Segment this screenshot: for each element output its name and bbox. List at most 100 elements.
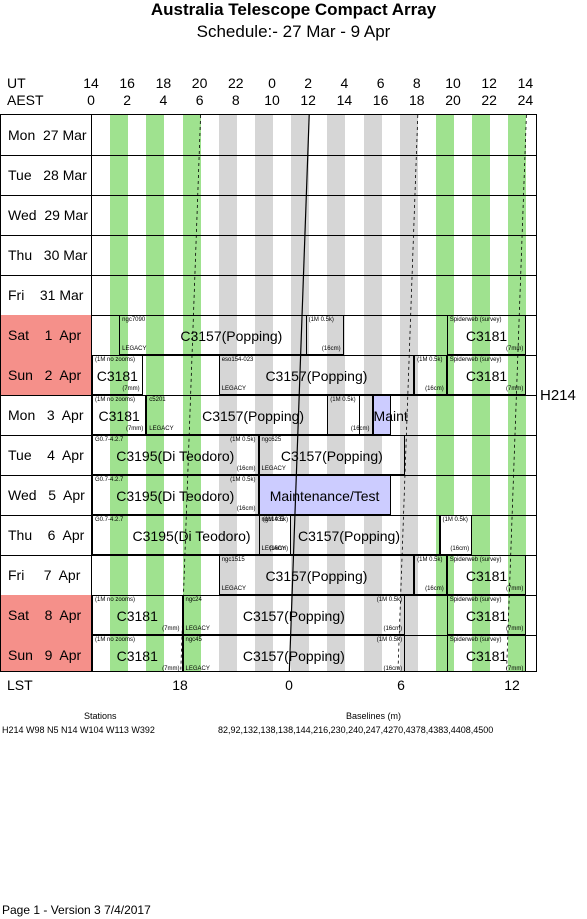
day-label: Sun 9 Apr xyxy=(1,635,91,671)
day-label: Wed 29 Mar xyxy=(8,207,88,223)
page-title: Australia Telescope Compact Array xyxy=(150,0,437,19)
block-source: eso154-023 xyxy=(221,357,254,363)
day-label: Wed 5 Apr xyxy=(8,487,85,503)
block-note: LEGACY xyxy=(185,666,210,672)
page-subtitle: Schedule:- 27 Mar - 9 Apr xyxy=(196,22,391,41)
block-source: Spiderweb (survey) xyxy=(449,357,502,363)
day-label: Fri 31 Mar xyxy=(8,287,84,303)
block-band: (7mm) xyxy=(125,426,144,432)
aest-tick: 4 xyxy=(159,92,168,108)
block-project: C3181 xyxy=(465,608,508,624)
block-source: G0.7-4.2.7 xyxy=(95,517,124,523)
lst-lines xyxy=(180,115,527,671)
lst-tick: 18 xyxy=(172,677,188,693)
aest-tick: 8 xyxy=(231,92,240,108)
schedule-block: G0.7-4.2.7 (1M 0.5k) (16cm) C3195(Di Teodor… xyxy=(92,475,259,515)
block-source: (1M 0.5k) xyxy=(330,397,356,403)
daylight-band xyxy=(218,115,237,671)
block-project: C3195(Di Teodoro) xyxy=(132,528,251,544)
day-label: Sat 1 Apr xyxy=(1,315,91,355)
schedule-block: (1M no zooms) (7mm) C3181 xyxy=(92,395,147,435)
ut-tick: 20 xyxy=(191,75,208,91)
ut-tick: 6 xyxy=(376,75,385,91)
schedule-block: (1M 0.5k) (16cm) xyxy=(414,555,447,595)
block-config: (1M 0.5k) xyxy=(376,597,403,603)
schedule-block: (1M no zooms) (7mm) C3181 xyxy=(92,595,183,635)
block-band: (16cm) xyxy=(450,546,470,552)
row-separator xyxy=(1,155,536,156)
block-note: LEGACY xyxy=(261,546,286,552)
block-band: (7mm) xyxy=(506,346,524,352)
block-config: (1M 0.5k) xyxy=(376,637,403,643)
day-label: Fri 7 Apr xyxy=(8,567,81,583)
schedule-grid: Mon 27 Mar Tue 28 Mar Wed 29 Mar Thu 30 Mar… xyxy=(0,114,537,672)
daylight-band xyxy=(327,115,346,671)
row-separator xyxy=(1,195,536,196)
ut-tick: 18 xyxy=(155,75,172,91)
lst-tick: 0 xyxy=(285,677,293,693)
block-band: (7mm) xyxy=(162,626,180,632)
block-project: C3181 xyxy=(116,608,158,624)
block-band: (16cm) xyxy=(350,426,370,432)
block-project: C3181 xyxy=(465,568,508,584)
block-source: ngc1433 xyxy=(261,517,285,523)
block-band: (16cm) xyxy=(321,346,341,352)
block-band: (16cm) xyxy=(383,626,403,632)
ut-tick: 22 xyxy=(228,75,244,91)
block-project: C3157(Popping) xyxy=(242,648,345,664)
schedule-block: Spiderweb (survey) (7mm) C3181 xyxy=(446,355,527,395)
aest-tick: 20 xyxy=(445,92,461,108)
block-source: ngc7090 xyxy=(122,317,146,323)
block-source: G0.7-4.2.7 xyxy=(95,477,124,483)
block-source: (1M no zooms) xyxy=(95,597,136,603)
schedule-block: (1M no zooms) (7mm) C3181 xyxy=(92,355,143,395)
block-source: c5201 xyxy=(149,397,166,403)
block-note: LEGACY xyxy=(221,586,247,592)
schedule-block: ngc1515 LEGACY C3157(Popping) xyxy=(218,555,415,595)
lst-18-line xyxy=(180,115,201,671)
block-project: C3181 xyxy=(96,368,138,384)
schedule-block: c5201 LEGACY C3157(Popping) xyxy=(146,395,360,435)
day-label: Mon 3 Apr xyxy=(8,407,84,423)
lst-0-line xyxy=(288,115,310,671)
day-label: Sat 8 Apr xyxy=(1,595,91,635)
baselines-value: 82,92,132,138,138,144,216,230,240,247,42… xyxy=(218,725,494,735)
aest-tick: 18 xyxy=(409,92,425,108)
ut-tick: 14 xyxy=(517,75,534,91)
ut-tick: 10 xyxy=(445,75,461,91)
ut-tick: 14 xyxy=(83,75,99,91)
day-label: Thu 30 Mar xyxy=(8,247,88,263)
day-label: Tue 4 Apr xyxy=(8,447,84,463)
footer-version: Page 1 - Version 3 7/4/2017 xyxy=(2,903,151,917)
block-band: (16cm) xyxy=(425,386,444,392)
ut-tick: 16 xyxy=(119,75,135,91)
day-label: Thu 6 Apr xyxy=(8,527,85,543)
block-band: (7mm) xyxy=(506,386,524,392)
block-source: (1M no zooms) xyxy=(95,397,136,403)
twilight-band xyxy=(472,115,491,671)
lst-12-line xyxy=(506,115,527,671)
baselines-heading: Baselines (m) xyxy=(346,711,402,721)
lst-6-line xyxy=(397,115,419,671)
twilight-band xyxy=(110,115,129,671)
block-band: (7mm) xyxy=(506,666,524,672)
day-label: Tue 28 Mar xyxy=(8,167,87,183)
block-band: (7mm) xyxy=(506,626,524,632)
lst-tick: 12 xyxy=(504,677,520,693)
twilight-band xyxy=(146,115,165,671)
lst-axis-label: LST xyxy=(7,677,33,693)
block-project: C3181 xyxy=(98,408,140,424)
daylight-band xyxy=(399,115,418,671)
block-project: C3181 xyxy=(116,648,158,664)
block-source: (1M no zooms) xyxy=(95,637,136,643)
stations-heading: Stations xyxy=(84,711,117,721)
schedule-block: ngc1433 LEGACY C3157(Popping) xyxy=(258,515,440,555)
block-source: (1M 0.5k) xyxy=(442,517,468,523)
ut-tick: 2 xyxy=(304,75,313,91)
block-project: C3157(Popping) xyxy=(202,408,305,424)
aest-tick: 2 xyxy=(123,92,132,108)
day-label: Mon 27 Mar xyxy=(8,127,87,143)
aest-tick: 12 xyxy=(300,92,316,108)
schedule-block: (1M 0.5k) (16cm) xyxy=(414,355,447,395)
block-source: (1M 0.5k) xyxy=(417,357,443,363)
